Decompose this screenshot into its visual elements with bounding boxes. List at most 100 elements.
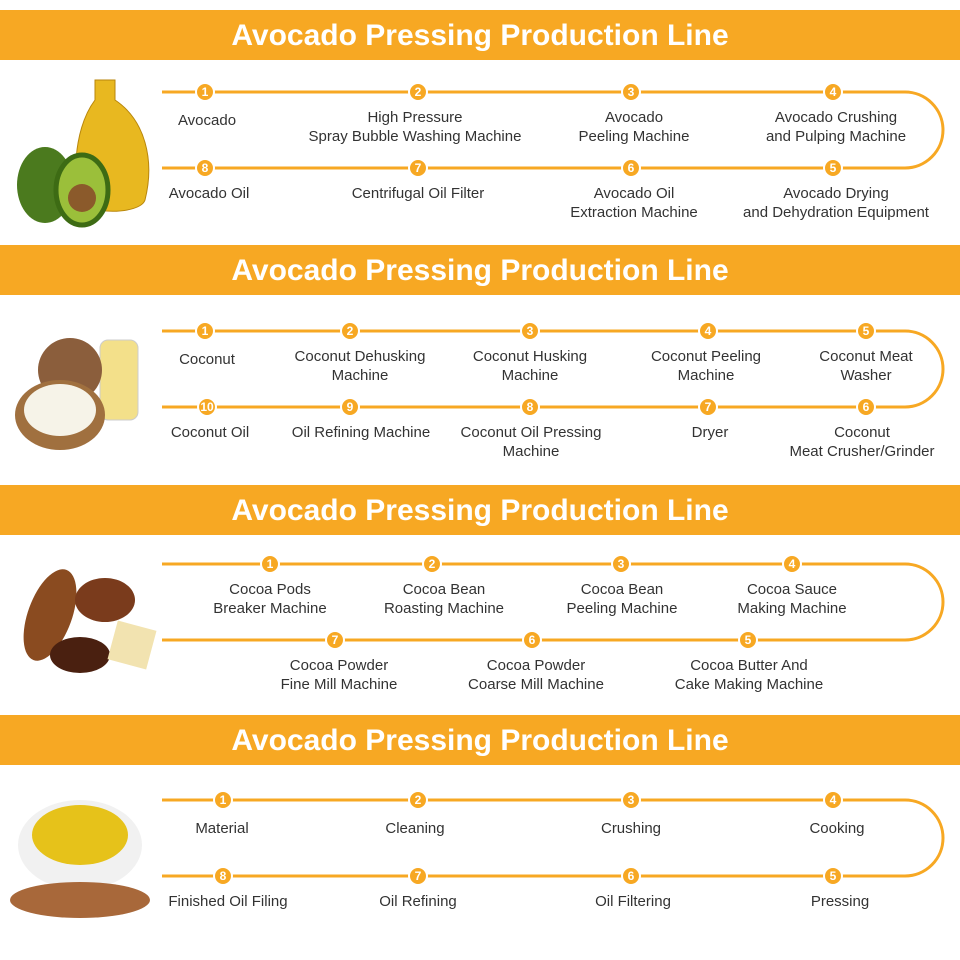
process-step: 7 Cocoa Powder Fine Mill Machine — [281, 630, 398, 693]
process-step: 4 Coconut Peeling Machine — [651, 321, 761, 384]
step-label: Cake Making Machine — [675, 676, 823, 693]
step-number: 3 — [628, 793, 635, 807]
process-step: 6 Cocoa Powder Coarse Mill Machine — [468, 630, 604, 693]
step-label: Crushing — [601, 820, 661, 837]
step-badge — [823, 82, 843, 102]
step-number: 6 — [628, 161, 635, 175]
step-label: Coconut Oil — [171, 424, 249, 441]
step-badge — [260, 554, 280, 574]
step-label: Coconut — [834, 424, 891, 441]
step-badge — [856, 397, 876, 417]
step-badge — [621, 82, 641, 102]
process-step: 4 Avocado Crushing and Pulping Machine — [766, 82, 906, 145]
step-label: Coarse Mill Machine — [468, 676, 604, 693]
step-label: Machine — [678, 367, 735, 384]
step-label: Machine — [502, 367, 559, 384]
process-step: 3 Avocado Peeling Machine — [579, 82, 689, 145]
step-number: 2 — [415, 85, 422, 99]
process-step: 4 Cocoa Sauce Making Machine — [737, 554, 847, 617]
step-badge — [408, 82, 428, 102]
step-badge — [408, 790, 428, 810]
step-number: 3 — [628, 85, 635, 99]
step-badge — [698, 397, 718, 417]
step-label: Dryer — [692, 424, 729, 441]
step-number: 8 — [220, 869, 227, 883]
step-label: Cocoa Pods — [229, 581, 311, 598]
step-number: 3 — [618, 557, 625, 571]
step-badge — [520, 321, 540, 341]
step-label: Coconut Oil Pressing — [461, 424, 602, 441]
step-number: 7 — [332, 633, 339, 647]
process-step: 7 Centrifugal Oil Filter — [352, 158, 484, 202]
oil-illustration — [10, 800, 150, 918]
step-label: Cleaning — [385, 820, 444, 837]
step-label: Machine — [332, 367, 389, 384]
avocado-illustration — [17, 79, 150, 228]
step-label: Avocado Oil — [594, 185, 675, 202]
header-band — [0, 715, 960, 765]
process-track — [162, 90, 945, 170]
step-badge — [823, 866, 843, 886]
step-number: 7 — [415, 161, 422, 175]
step-label: Coconut Peeling — [651, 348, 761, 365]
step-badge — [197, 397, 217, 417]
step-label: Breaker Machine — [213, 600, 326, 617]
step-label: Fine Mill Machine — [281, 676, 398, 693]
process-step: 3 Cocoa Bean Peeling Machine — [567, 554, 677, 617]
step-label: Coconut Dehusking — [295, 348, 426, 365]
process-step: 2 Coconut Dehusking Machine — [295, 321, 426, 384]
step-label: Coconut Meat — [819, 348, 913, 365]
process-step: 1 Coconut — [179, 321, 236, 368]
step-label: Pressing — [811, 893, 869, 910]
step-label: Coconut — [179, 351, 236, 368]
step-badge — [408, 866, 428, 886]
process-step: 8 Avocado Oil — [169, 158, 249, 202]
step-number: 2 — [415, 793, 422, 807]
step-label: Machine — [503, 443, 560, 460]
step-number: 10 — [200, 400, 214, 414]
process-step: 1 Cocoa Pods Breaker Machine — [213, 554, 327, 617]
step-number: 5 — [745, 633, 752, 647]
process-track — [162, 798, 945, 878]
step-badge — [856, 321, 876, 341]
step-number: 6 — [863, 400, 870, 414]
step-label: Spray Bubble Washing Machine — [309, 128, 522, 145]
step-label: Coconut Husking — [473, 348, 587, 365]
step-number: 1 — [220, 793, 227, 807]
process-step: 3 Coconut Husking Machine — [473, 321, 587, 384]
step-label: Cocoa Bean — [403, 581, 486, 598]
step-number: 5 — [830, 161, 837, 175]
step-label: Cocoa Powder — [487, 657, 585, 674]
step-number: 6 — [529, 633, 536, 647]
step-badge — [738, 630, 758, 650]
step-label: Cooking — [809, 820, 864, 837]
step-label: Cocoa Butter And — [690, 657, 808, 674]
step-badge — [195, 321, 215, 341]
section-title: Avocado Pressing Production Line — [231, 19, 728, 52]
process-step: 6 Avocado Oil Extraction Machine — [570, 158, 698, 221]
step-label: High Pressure — [367, 109, 462, 126]
step-label: Material — [195, 820, 248, 837]
step-number: 4 — [705, 324, 712, 338]
step-label: Avocado — [178, 112, 236, 129]
step-label: Finished Oil Filing — [168, 893, 287, 910]
process-step: 7 Oil Refining — [379, 866, 457, 910]
step-number: 7 — [705, 400, 712, 414]
process-step: 5 Cocoa Butter And Cake Making Machine — [675, 630, 823, 693]
process-step: 5 Pressing — [811, 866, 869, 910]
step-number: 8 — [527, 400, 534, 414]
process-step: 4 Cooking — [809, 790, 865, 837]
step-number: 5 — [830, 869, 837, 883]
step-number: 6 — [628, 869, 635, 883]
step-number: 4 — [830, 793, 837, 807]
process-track — [162, 329, 945, 409]
step-badge — [340, 321, 360, 341]
step-number: 8 — [202, 161, 209, 175]
process-track — [162, 562, 945, 642]
step-label: Oil Filtering — [595, 893, 671, 910]
step-number: 1 — [267, 557, 274, 571]
header-band — [0, 245, 960, 295]
step-badge — [520, 397, 540, 417]
step-badge — [195, 82, 215, 102]
step-number: 1 — [202, 85, 209, 99]
